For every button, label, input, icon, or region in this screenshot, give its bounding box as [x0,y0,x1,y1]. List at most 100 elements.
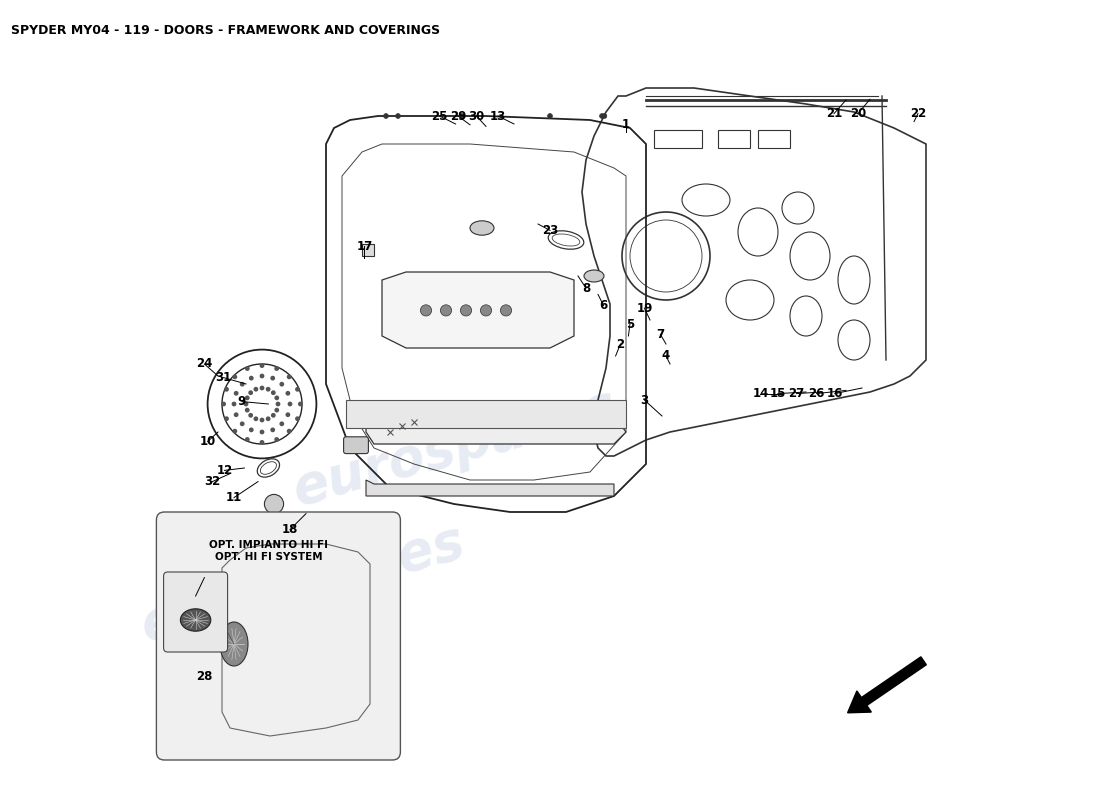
Circle shape [245,408,250,413]
Text: 4: 4 [662,350,670,362]
Text: 25: 25 [431,110,448,122]
Text: 32: 32 [205,475,220,488]
Text: 24: 24 [196,358,212,370]
Circle shape [224,387,229,392]
Bar [758,130,790,148]
Circle shape [249,376,254,381]
Circle shape [245,437,250,442]
Text: 26: 26 [808,387,825,400]
Circle shape [264,494,284,514]
Circle shape [260,418,264,422]
Circle shape [298,402,302,406]
Text: 3: 3 [640,394,649,406]
FancyArrow shape [848,657,926,713]
Text: 15: 15 [770,387,786,400]
Circle shape [274,366,279,371]
Circle shape [295,387,300,392]
Circle shape [274,395,279,400]
Circle shape [266,416,271,421]
Circle shape [279,422,284,426]
Text: 17: 17 [356,240,373,253]
Ellipse shape [470,221,494,235]
Circle shape [249,390,253,395]
Circle shape [233,391,239,396]
Circle shape [240,382,244,386]
Circle shape [286,412,290,417]
Text: 9: 9 [238,395,246,408]
Text: 18: 18 [282,523,298,536]
Circle shape [271,376,275,381]
Circle shape [232,374,238,379]
Text: 10: 10 [199,435,216,448]
Text: SPYDER MY04 - 119 - DOORS - FRAMEWORK AND COVERINGS: SPYDER MY04 - 119 - DOORS - FRAMEWORK AN… [11,24,440,37]
Circle shape [232,429,238,434]
Circle shape [260,430,264,434]
Text: 21: 21 [826,107,843,120]
Circle shape [276,402,280,406]
PathPatch shape [382,272,574,348]
Text: 27: 27 [789,387,804,400]
Text: 30: 30 [469,110,484,122]
Circle shape [253,416,258,421]
Circle shape [245,366,250,371]
Bar [654,130,702,148]
Circle shape [249,427,254,432]
Bar [718,130,750,148]
PathPatch shape [362,244,374,256]
Circle shape [243,402,249,406]
Circle shape [500,305,512,316]
Text: 13: 13 [490,110,506,122]
Circle shape [287,374,292,379]
Text: 31: 31 [216,371,232,384]
Text: 12: 12 [217,464,232,477]
Text: 23: 23 [542,224,558,237]
PathPatch shape [366,416,626,444]
Text: 1: 1 [621,118,630,130]
Circle shape [481,305,492,316]
Ellipse shape [180,609,211,631]
Circle shape [548,114,552,118]
Circle shape [249,413,253,418]
Circle shape [232,402,236,406]
Circle shape [287,402,293,406]
Text: 8: 8 [582,282,590,294]
Circle shape [245,395,250,400]
Circle shape [221,402,226,406]
Circle shape [286,391,290,396]
Circle shape [274,408,279,413]
Text: 28: 28 [196,670,212,682]
Text: eurospares: eurospares [134,516,470,652]
Circle shape [460,114,464,118]
Circle shape [274,437,279,442]
Text: 20: 20 [850,107,866,120]
Circle shape [384,114,388,118]
Text: 29: 29 [450,110,466,122]
Text: 5: 5 [626,318,634,330]
FancyBboxPatch shape [156,512,400,760]
Circle shape [600,114,604,118]
FancyBboxPatch shape [343,437,368,454]
Circle shape [240,422,244,426]
Circle shape [461,305,472,316]
Circle shape [420,305,431,316]
Circle shape [260,386,264,390]
Circle shape [271,413,276,418]
Circle shape [260,374,264,378]
Circle shape [260,363,264,368]
Text: OPT. IMPIANTO HI FI
OPT. HI FI SYSTEM: OPT. IMPIANTO HI FI OPT. HI FI SYSTEM [209,540,328,562]
FancyBboxPatch shape [164,572,228,652]
Text: eurospares: eurospares [286,380,622,516]
Ellipse shape [584,270,604,282]
Text: 19: 19 [636,302,652,314]
Circle shape [279,382,284,386]
Text: 7: 7 [657,328,664,341]
Text: 14: 14 [752,387,769,400]
Circle shape [271,427,275,432]
Text: 6: 6 [600,299,607,312]
Text: 2: 2 [616,338,625,350]
Circle shape [287,429,292,434]
Circle shape [602,114,607,118]
Text: 11: 11 [226,491,242,504]
Circle shape [260,440,264,445]
PathPatch shape [346,400,626,428]
